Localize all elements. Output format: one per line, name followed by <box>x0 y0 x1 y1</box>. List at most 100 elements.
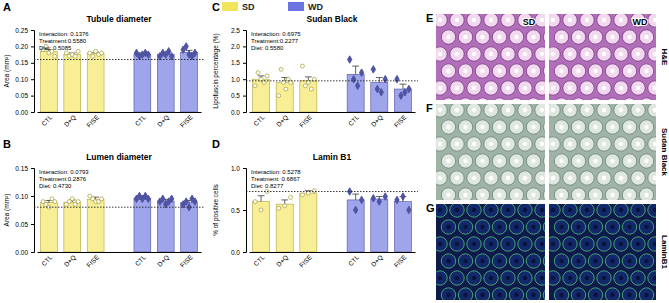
tubule-lumen <box>463 159 467 163</box>
tubule <box>639 64 653 78</box>
tubule <box>484 47 498 61</box>
tubule <box>526 154 540 168</box>
tubule <box>597 47 611 61</box>
tubule-lumen <box>480 125 484 129</box>
tubule <box>549 237 560 251</box>
data-point <box>167 48 171 55</box>
x-tick-label: CTL <box>133 253 147 267</box>
tubule-lumen <box>480 35 484 39</box>
data-point <box>193 198 197 205</box>
tubule <box>563 171 577 185</box>
y-tick: 0.15 <box>15 165 34 172</box>
tubule-lumen <box>602 86 606 90</box>
data-point <box>353 206 357 213</box>
data-point <box>348 56 352 63</box>
image-row-label: H&E <box>660 49 669 67</box>
tubule <box>614 171 628 185</box>
tubule-lumen <box>463 225 467 229</box>
tubule-lumen <box>627 259 631 263</box>
tubule <box>631 137 645 151</box>
tubule-lumen <box>636 108 640 112</box>
tubule <box>622 64 636 78</box>
tubule-lumen <box>438 208 442 212</box>
x-axis: CTLD+QFISECTLD+QFISE <box>38 112 202 129</box>
tubule <box>509 254 523 268</box>
tubule-lumen <box>523 108 527 112</box>
annotation: Interaction: 0.0793 <box>39 169 89 175</box>
tubule-lumen <box>593 159 597 163</box>
tubule-lumen <box>593 69 597 73</box>
tubule-lumen <box>531 69 535 73</box>
tubule-lumen <box>576 293 580 297</box>
tubule <box>597 204 611 217</box>
tubule-lumen <box>497 159 501 163</box>
tubule-lumen <box>653 208 656 212</box>
tubule-lumen <box>480 293 484 297</box>
tubule <box>492 288 506 300</box>
chart-title: Tubule diameter <box>86 14 152 24</box>
tubule-lumen <box>568 142 572 146</box>
tubule <box>571 120 585 134</box>
tubule-lumen <box>489 108 493 112</box>
tubule <box>492 220 506 234</box>
tubule-lumen <box>446 225 450 229</box>
tubule <box>484 81 498 95</box>
x-tick: CTL <box>40 252 54 267</box>
y-tick-label: 0.00 <box>15 249 28 256</box>
tubule <box>436 171 447 185</box>
tubule <box>467 171 481 185</box>
tubule-lumen <box>653 86 656 90</box>
tubule <box>605 288 619 300</box>
tubule-lumen <box>438 176 442 180</box>
tubule-lumen <box>619 208 623 212</box>
tubule-lumen <box>653 52 656 56</box>
panel-letter: A <box>3 1 11 13</box>
tubule <box>501 14 515 27</box>
tubule-lumen <box>602 276 606 280</box>
tubule <box>441 30 455 44</box>
x-tick-label: FISE <box>298 113 314 129</box>
tubule-lumen <box>585 86 589 90</box>
tubule-lumen <box>455 176 459 180</box>
tubule <box>475 220 489 234</box>
tubule-lumen <box>559 125 563 129</box>
tubule <box>648 104 656 117</box>
data-point <box>94 49 98 53</box>
x-tick: CTL <box>252 252 266 267</box>
tubule <box>509 288 523 300</box>
tubule <box>518 271 532 285</box>
annotation: Treatment: 0.6867 <box>251 176 300 182</box>
x-tick: FISE <box>392 112 408 129</box>
data-point <box>100 51 104 55</box>
tubule <box>441 64 455 78</box>
tubule-lumen <box>636 52 640 56</box>
data-point <box>73 54 77 58</box>
tubule-lumen <box>497 125 501 129</box>
tubule-lumen <box>540 242 544 246</box>
tubule-lumen <box>644 293 648 297</box>
tubule-lumen <box>446 293 450 297</box>
tubule <box>588 30 602 44</box>
tubule-lumen <box>636 176 640 180</box>
tubule-lumen <box>540 52 544 56</box>
tubule-lumen <box>540 142 544 146</box>
panel-letter: C <box>212 1 220 13</box>
data-point <box>379 89 383 96</box>
tubule-lumen <box>568 108 572 112</box>
tubule-lumen <box>455 276 459 280</box>
x-tick-label: CTL <box>40 253 54 267</box>
tubule <box>458 288 472 300</box>
micrograph <box>549 104 656 200</box>
bar <box>347 74 364 112</box>
tubule <box>501 204 515 217</box>
y-tick: 0.05 <box>15 221 34 228</box>
tubule <box>563 204 577 217</box>
tubule-lumen <box>438 142 442 146</box>
tubule <box>563 237 577 251</box>
tubule <box>580 14 594 27</box>
annotation: Diet: 0.4730 <box>39 183 72 189</box>
tubule-lumen <box>506 176 510 180</box>
y-tick: 0.0 <box>231 249 246 256</box>
image-row-label: LaminB1 <box>660 235 669 269</box>
tubule <box>563 271 577 285</box>
